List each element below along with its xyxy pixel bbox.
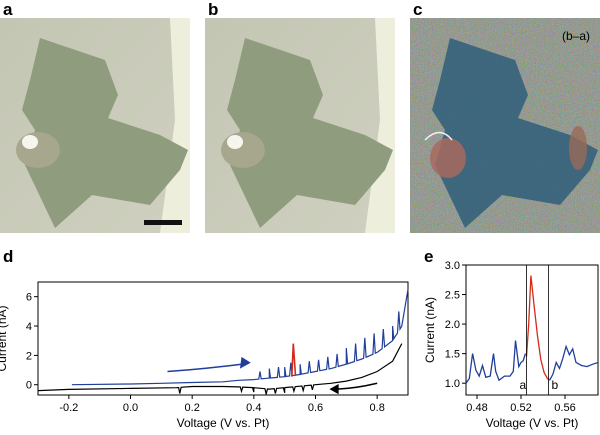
x-tick-label: 0.52	[510, 402, 531, 414]
y-tick-label: 4	[26, 321, 32, 333]
x-axis-label: Voltage (V vs. Pt)	[486, 416, 579, 430]
y-axis-label: Current (nA)	[423, 297, 437, 363]
reverse-arrow-head	[329, 383, 339, 395]
flake-b	[227, 38, 393, 228]
x-tick-label: 0.4	[246, 402, 261, 414]
forward-arrow-head	[239, 356, 251, 369]
series-line-2	[549, 344, 599, 381]
scale-bar	[144, 220, 182, 225]
series-line-highlight	[291, 343, 297, 377]
y-tick-label: 0	[26, 380, 32, 392]
y-tick-label: 3.0	[445, 260, 460, 272]
x-tick-label: 0.6	[308, 402, 323, 414]
y-tick-label: 2	[26, 350, 32, 362]
x-tick-label: -0.2	[59, 402, 78, 414]
x-tick-label: 0.2	[185, 402, 200, 414]
series-line-reverse	[37, 343, 403, 395]
panel-label-d: d	[3, 247, 13, 266]
reverse-arrow-shaft	[337, 382, 378, 390]
panel-label-b: b	[208, 0, 218, 19]
difference-annotation: (b–a)	[562, 29, 590, 43]
marker-label-b: b	[552, 378, 559, 392]
micrograph-panel-b	[205, 18, 395, 233]
chart-panel-e: 0.48 0.52 0.56 1.0 1.5 2.0 2.5 3.0 Voltage (V vs…	[423, 260, 599, 430]
bubble-a	[16, 132, 60, 168]
x-axis-label: Voltage (V vs. Pt)	[177, 416, 270, 430]
panel-label-c: c	[413, 0, 422, 19]
x-tick-label: 0.56	[554, 402, 575, 414]
difference-panel-c	[410, 18, 600, 233]
forward-arrow-shaft	[167, 362, 248, 373]
flake-a	[22, 38, 188, 228]
plot-frame	[37, 281, 409, 396]
chart-panel-d: -0.2 0.0 0.2 0.4 0.6 0.8 0 2 4 6 Voltage (V vs. Pt…	[0, 281, 409, 430]
x-tick-label: 0.8	[370, 402, 385, 414]
marker-label-a: a	[520, 378, 527, 392]
series-line-0	[465, 340, 527, 384]
plot-frame	[465, 264, 599, 396]
micrograph-panel-a	[0, 18, 190, 233]
x-tick-label: 0.0	[123, 402, 138, 414]
y-axis-label: Current (nA)	[0, 305, 9, 371]
y-tick-label: 1.5	[445, 349, 460, 361]
y-tick-label: 1.0	[445, 378, 460, 390]
y-tick-label: 2.0	[445, 319, 460, 331]
series-line-1	[525, 275, 550, 381]
y-tick-label: 6	[26, 292, 32, 304]
flake-c	[432, 38, 598, 228]
y-tick-label: 2.5	[445, 290, 460, 302]
panel-label-e: e	[424, 247, 433, 266]
series-line-forward	[71, 289, 409, 386]
panel-label-a: a	[3, 0, 13, 19]
x-tick-label: 0.48	[466, 402, 487, 414]
